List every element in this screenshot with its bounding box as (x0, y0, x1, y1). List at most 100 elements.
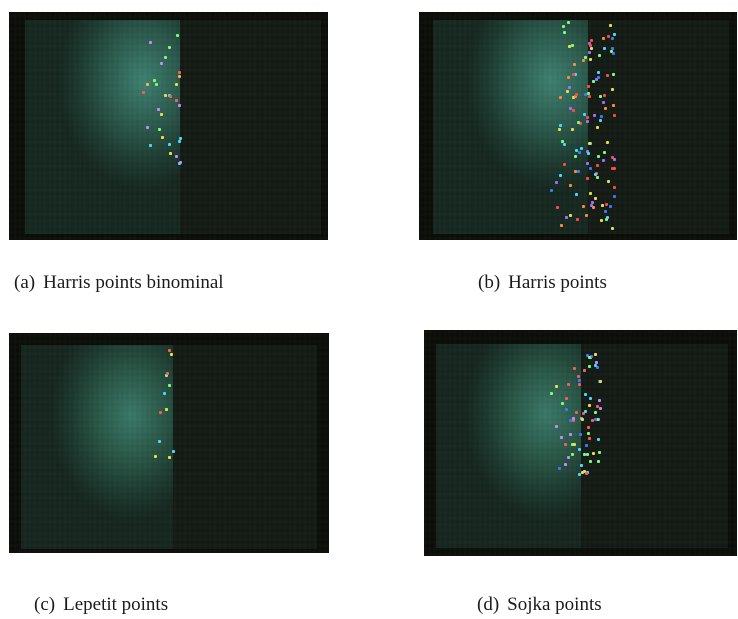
feature-point (611, 36, 614, 40)
feature-point (152, 78, 156, 82)
feature-point (610, 155, 614, 159)
feature-point (606, 140, 609, 144)
feature-point (586, 151, 590, 155)
feature-point (599, 219, 603, 223)
feature-point (581, 58, 585, 62)
feature-point (586, 119, 590, 123)
bright-region (433, 20, 588, 234)
caption-text: Harris points (508, 272, 607, 293)
feature-point (167, 46, 171, 50)
feature-point (603, 150, 607, 154)
feature-point (612, 195, 616, 199)
feature-point (587, 431, 591, 435)
feature-point (591, 419, 595, 423)
feature-point (612, 166, 616, 170)
feature-point (567, 45, 571, 49)
feature-point (583, 452, 587, 456)
feature-point (610, 46, 614, 50)
feature-point (584, 93, 587, 96)
feature-point (585, 213, 589, 217)
feature-point (178, 70, 181, 74)
feature-point (584, 393, 588, 396)
feature-point (604, 209, 608, 213)
feature-point (161, 135, 165, 139)
feature-point (164, 407, 168, 411)
feature-point (594, 410, 598, 414)
feature-point (612, 33, 616, 37)
feature-point (178, 75, 182, 78)
feature-point (575, 218, 579, 222)
feature-point (175, 83, 179, 86)
feature-point (579, 146, 583, 150)
feature-point (591, 79, 595, 83)
feature-point (588, 43, 592, 47)
feature-point (598, 119, 602, 123)
feature-point (587, 84, 591, 88)
feature-point (611, 226, 614, 230)
feature-point (598, 94, 602, 98)
feature-point (569, 419, 573, 423)
feature-point (595, 78, 599, 82)
feature-point (605, 218, 609, 222)
feature-point (163, 56, 167, 60)
feature-point (168, 383, 172, 387)
feature-point (577, 121, 581, 125)
feature-point (167, 143, 171, 147)
image-panel-harris-binominal (9, 12, 328, 240)
caption-text: Harris points binominal (43, 272, 224, 293)
bright-region (21, 345, 173, 549)
feature-point (573, 366, 577, 370)
feature-point (601, 100, 605, 104)
feature-point (555, 181, 559, 185)
feature-point (586, 425, 590, 429)
feature-point (176, 34, 180, 38)
feature-point (597, 70, 601, 74)
image-panel-sojka (424, 330, 737, 556)
feature-point (596, 163, 599, 167)
feature-point (611, 52, 615, 56)
feature-point (595, 418, 599, 421)
feature-point (591, 200, 595, 204)
bright-region (436, 344, 581, 548)
feature-point (577, 473, 581, 477)
feature-point (601, 203, 605, 207)
feature-point (558, 467, 562, 471)
feature-point (589, 354, 593, 358)
feature-point (563, 30, 567, 34)
feature-point (579, 463, 583, 467)
feature-point (558, 128, 562, 131)
feature-point (576, 169, 580, 173)
feature-point (596, 154, 600, 158)
dark-region (173, 345, 317, 549)
feature-point (586, 162, 590, 166)
feature-point (588, 41, 592, 45)
feature-point (578, 150, 582, 154)
feature-point (571, 96, 575, 100)
caption-c: (c) Lepetit points (34, 594, 168, 616)
feature-point (594, 360, 598, 364)
feature-point (592, 206, 596, 210)
feature-point (586, 149, 590, 153)
feature-point (596, 405, 600, 409)
feature-point (586, 354, 590, 358)
feature-point (606, 180, 610, 184)
feature-point (586, 471, 590, 475)
feature-point (584, 55, 588, 59)
feature-point (613, 114, 617, 118)
feature-point (587, 364, 591, 368)
feature-point (598, 451, 602, 455)
feature-point (569, 214, 573, 218)
feature-point (175, 99, 178, 102)
feature-point (572, 416, 576, 420)
feature-point (587, 142, 591, 145)
feature-point (583, 470, 587, 474)
feature-point (572, 443, 576, 447)
feature-point (589, 460, 593, 464)
feature-point (598, 379, 602, 383)
feature-point (599, 115, 603, 119)
feature-point (146, 125, 150, 129)
caption-label: (a) (14, 272, 36, 293)
feature-point (570, 44, 574, 48)
feature-point (593, 172, 597, 176)
feature-point (560, 435, 564, 439)
